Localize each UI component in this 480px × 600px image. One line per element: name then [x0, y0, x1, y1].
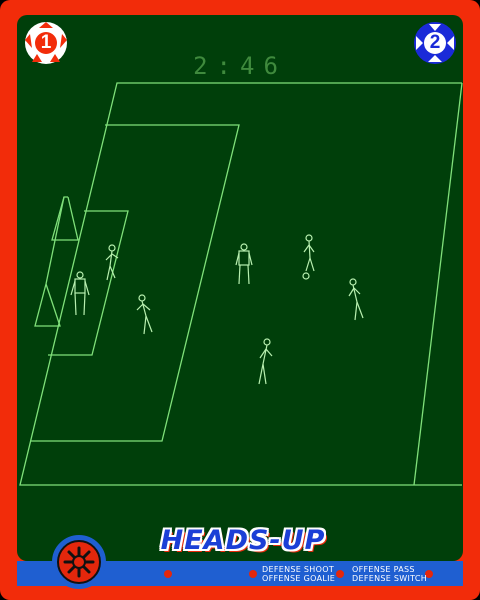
label-defense-switch: DEFENSE SWITCH — [352, 574, 428, 583]
goal-top — [51, 196, 79, 241]
sega-emblem-icon — [52, 535, 106, 589]
soccer-ball — [302, 272, 310, 280]
player-1-ball-icon: 1 — [23, 20, 69, 66]
player-2-number: 2 — [429, 32, 441, 53]
player-2-ball-icon: 2 — [412, 20, 458, 66]
label-offense-goalie: OFFENSE GOALIE — [262, 574, 336, 583]
goalkeeper — [70, 271, 90, 316]
field-lines — [19, 82, 463, 486]
game-title: HEADS-UP — [160, 525, 326, 556]
control-button-1[interactable] — [164, 570, 172, 578]
player-forward-right — [348, 278, 364, 321]
playing-field: 2:46 — [17, 15, 463, 561]
player-forward-bottom — [258, 338, 273, 385]
player-center — [235, 243, 253, 285]
label-defense-shoot: DEFENSE SHOOT — [262, 565, 335, 574]
player-dribbler — [303, 234, 315, 272]
control-button-4[interactable] — [425, 570, 433, 578]
control-button-2[interactable] — [249, 570, 257, 578]
label-offense-pass: OFFENSE PASS — [352, 565, 415, 574]
halfway-line — [413, 82, 463, 486]
goal-area — [48, 210, 129, 356]
control-button-3[interactable] — [336, 570, 344, 578]
field-boundary — [19, 82, 462, 486]
player-defender-2 — [136, 294, 153, 335]
penalty-area — [30, 124, 240, 442]
player-1-number: 1 — [40, 32, 52, 53]
game-timer: 2:46 — [193, 52, 287, 80]
goal-bottom — [34, 283, 61, 327]
game-logo: HEADS-UP — [152, 523, 334, 557]
player-defender-1 — [105, 244, 119, 281]
